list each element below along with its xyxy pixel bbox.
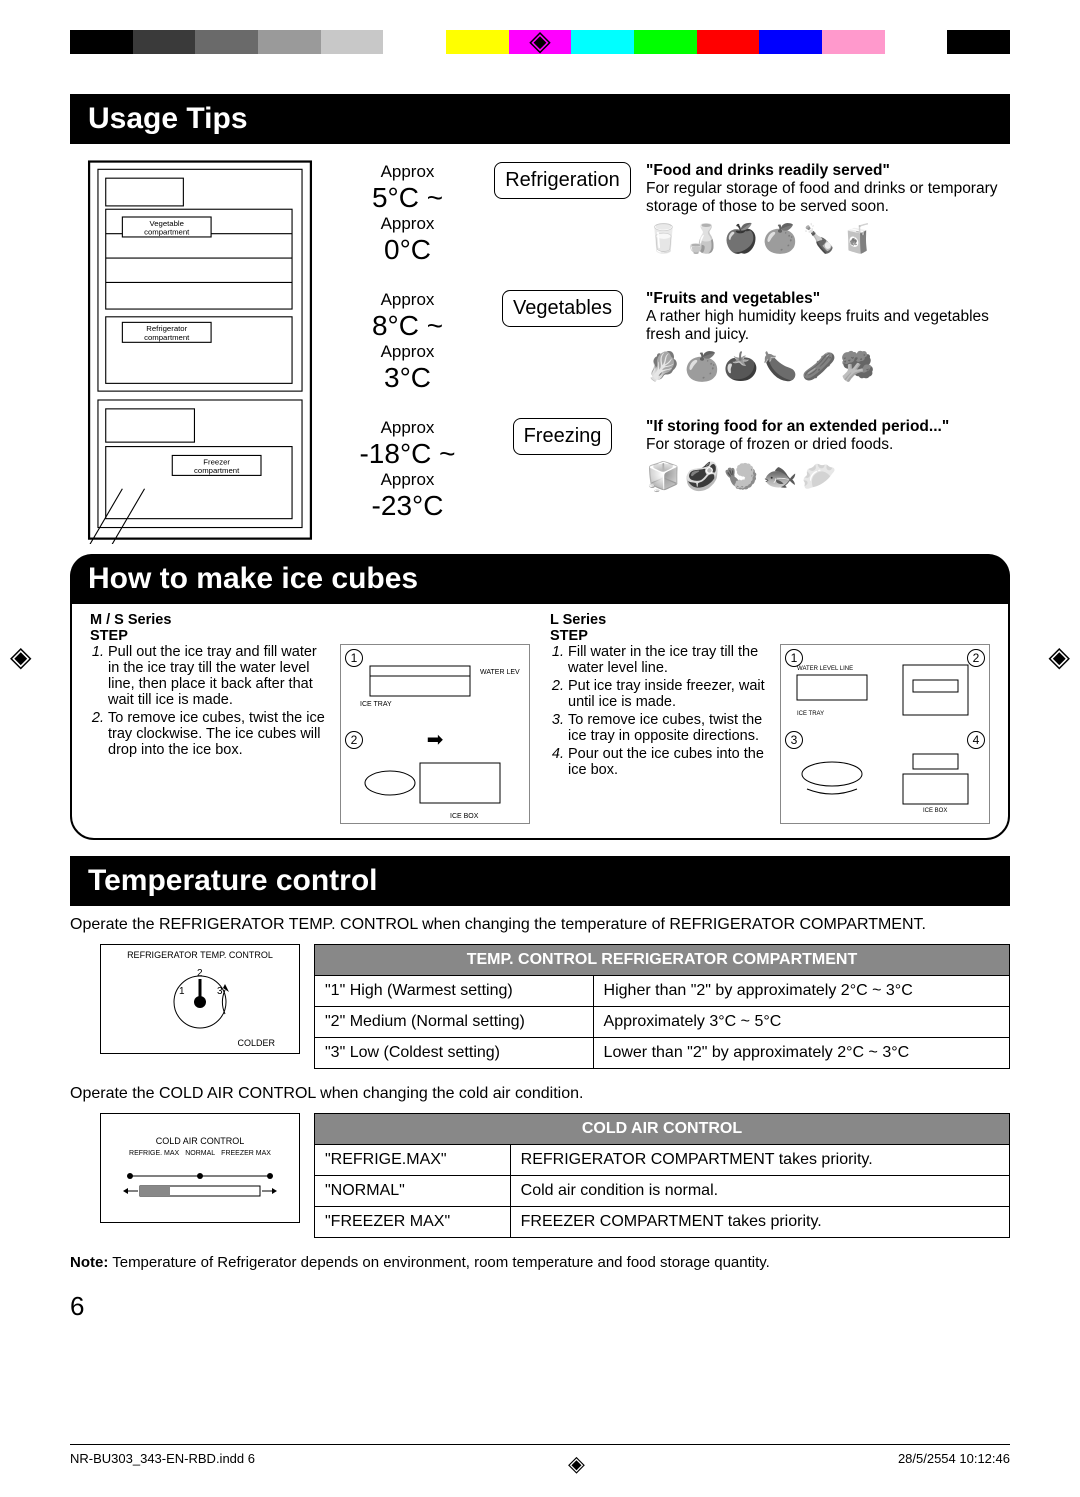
l-ice-diagram: 1 2 3 4 WATER LEVEL LINEICE TRAY ICE BOX	[780, 644, 990, 824]
zone-label: Freezing	[513, 418, 613, 455]
tc-intro2: Operate the COLD AIR CONTROL when changi…	[70, 1085, 1010, 1103]
tc-intro1: Operate the REFRIGERATOR TEMP. CONTROL w…	[70, 916, 1010, 934]
usage-row-2: Approx-18°C ~Approx-23°C Freezing "If st…	[330, 412, 1010, 540]
svg-text:ICE TRAY: ICE TRAY	[797, 711, 824, 717]
tc-note: Note: Temperature of Refrigerator depend…	[70, 1254, 1010, 1271]
usage-tips-header: Usage Tips	[70, 94, 1010, 144]
fridge-diagram: Vegetablecompartment Refrigeratorcompart…	[70, 156, 330, 548]
temp-control-table: TEMP. CONTROL REFRIGERATOR COMPARTMENT "…	[314, 944, 1010, 1069]
zone-label: Vegetables	[502, 290, 623, 327]
usage-row-1: Approx8°C ~Approx3°C Vegetables "Fruits …	[330, 284, 1010, 412]
svg-text:3: 3	[217, 986, 223, 997]
svg-text:ICE BOX: ICE BOX	[450, 813, 479, 820]
svg-text:Refrigeratorcompartment: Refrigeratorcompartment	[144, 324, 190, 342]
registration-mark-left: ◈	[10, 640, 32, 673]
svg-text:WATER LEVEL LINE: WATER LEVEL LINE	[797, 666, 853, 672]
ice-cubes-header: How to make ice cubes	[70, 554, 1010, 604]
cold-air-dial: COLD AIR CONTROL REFRIGE. MAX NORMAL FRE…	[100, 1113, 300, 1223]
cold-air-table: COLD AIR CONTROL "REFRIGE.MAX"REFRIGERAT…	[314, 1113, 1010, 1238]
ice-cubes-section: How to make ice cubes M / S Series STEP …	[70, 554, 1010, 840]
ms-series-label: M / S Series	[90, 612, 530, 628]
print-footer: NR-BU303_343-EN-RBD.indd 6 ◈ 28/5/2554 1…	[70, 1444, 1010, 1477]
temp-control-header: Temperature control	[70, 856, 1010, 906]
zone-label: Refrigeration	[494, 162, 631, 199]
ms-ice-diagram: 1 2 WATER LEVEL LINEICE TRAY ➡ ICE BOX	[340, 644, 530, 824]
svg-text:2: 2	[197, 968, 203, 979]
svg-text:ICE BOX: ICE BOX	[923, 808, 947, 814]
veg-label: Vegetablecompartment	[144, 219, 190, 237]
registration-mark-top: ◈	[529, 24, 551, 57]
svg-text:ICE TRAY: ICE TRAY	[360, 701, 392, 708]
page-number: 6	[70, 1291, 1010, 1322]
registration-mark-right: ◈	[1048, 640, 1070, 673]
print-colorbar: ◈	[70, 30, 1010, 54]
l-series-label: L Series	[550, 612, 990, 628]
svg-text:WATER LEVEL LINE: WATER LEVEL LINE	[480, 669, 520, 676]
svg-text:1: 1	[179, 986, 185, 997]
usage-row-0: Approx5°C ~Approx0°C Refrigeration "Food…	[330, 156, 1010, 284]
registration-mark-bottom: ◈	[568, 1451, 585, 1477]
refrig-temp-dial: REFRIGERATOR TEMP. CONTROL 123 COLDER	[100, 944, 300, 1054]
